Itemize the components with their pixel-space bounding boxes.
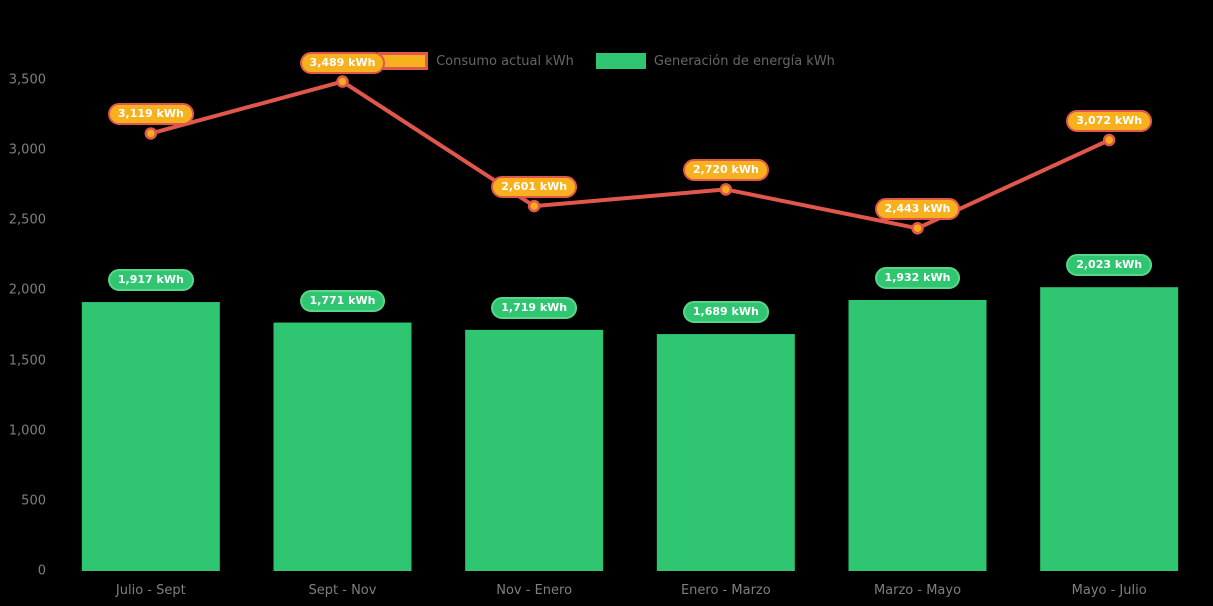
line-value-label: 2,720 kWh — [682, 159, 769, 182]
bar-value-label: 1,932 kWh — [874, 266, 961, 289]
line-value-label: 2,601 kWh — [491, 176, 578, 199]
bar-sept-nov[interactable] — [273, 322, 412, 571]
line-point-nov-enero[interactable] — [527, 199, 541, 213]
line-value-label: 3,489 kWh — [299, 51, 386, 74]
line-value-label: 3,119 kWh — [107, 103, 194, 126]
line-point-julio-sept[interactable] — [144, 127, 158, 140]
y-axis-tick-label: 1,000 — [8, 423, 46, 439]
line-point-enero-marzo[interactable] — [719, 183, 733, 196]
line-series-swatch-icon — [378, 52, 429, 70]
x-axis-label-julio-sept: Julio - Sept — [115, 583, 186, 598]
bar-value-label: 1,689 kWh — [682, 301, 769, 324]
y-axis-tick-label: 500 — [21, 493, 46, 509]
bar-value-label: 1,917 kWh — [107, 269, 194, 292]
y-axis-tick-label: 2,500 — [8, 212, 46, 228]
x-axis-label-nov-enero: Nov - Enero — [496, 583, 573, 598]
bar-marzo-mayo[interactable] — [848, 299, 987, 571]
y-axis-tick-label: 0 — [37, 563, 46, 579]
bar-series-swatch-icon — [595, 53, 646, 69]
bar-enero-marzo[interactable] — [656, 334, 795, 571]
line-value-label: 3,072 kWh — [1066, 110, 1153, 133]
y-axis-tick-label: 3,500 — [8, 72, 46, 88]
legend-label-consumo-actual: Consumo actual kWh — [436, 53, 574, 69]
line-point-sept-nov[interactable] — [336, 75, 349, 88]
consumption-line — [148, 79, 1112, 231]
bar-nov-enero[interactable] — [465, 329, 604, 571]
bar-value-label: 1,771 kWh — [299, 289, 386, 312]
x-axis-label-enero-marzo: Enero - Marzo — [680, 583, 771, 598]
bar-mayo-julio[interactable] — [1040, 287, 1179, 571]
y-axis-tick-label: 3,000 — [8, 142, 46, 158]
y-axis-tick-label: 1,500 — [8, 353, 46, 369]
x-axis-label-sept-nov: Sept - Nov — [308, 583, 377, 598]
bar-value-label: 2,023 kWh — [1066, 254, 1153, 277]
y-axis-tick-label: 2,000 — [8, 282, 46, 298]
x-axis-label-marzo-mayo: Marzo - Mayo — [873, 583, 962, 598]
x-axis-label-mayo-julio: Mayo - Julio — [1071, 583, 1147, 598]
line-point-marzo-mayo[interactable] — [911, 222, 924, 235]
bar-value-label: 1,719 kWh — [491, 296, 578, 319]
legend-item-generacion-energia[interactable]: Generación de energía kWh — [595, 53, 835, 69]
legend: Consumo actual kWh Generación de energía… — [0, 52, 1213, 70]
legend-label-generacion-energia: Generación de energía kWh — [653, 53, 835, 69]
bar-julio-sept[interactable] — [81, 302, 220, 571]
line-point-mayo-julio[interactable] — [1102, 133, 1116, 147]
line-value-label: 2,443 kWh — [874, 198, 961, 221]
legend-item-consumo-actual[interactable]: Consumo actual kWh — [378, 52, 574, 70]
